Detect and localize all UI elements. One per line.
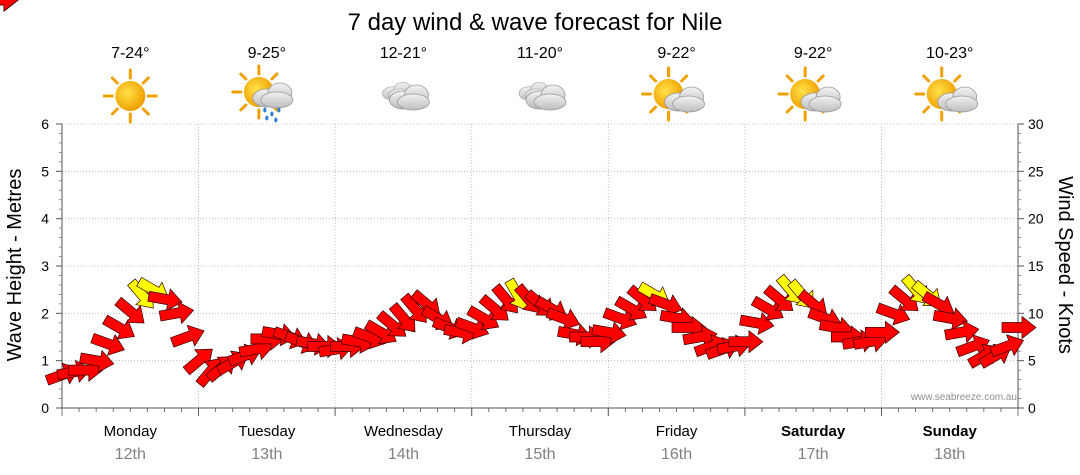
- temp-range: 12-21°: [380, 45, 427, 62]
- wind-arrow: [545, 307, 581, 331]
- temp-range: 7-24°: [111, 45, 149, 62]
- wind-arrows: [0, 0, 1037, 388]
- wind-arrow: [602, 307, 638, 331]
- rain-drop: [274, 117, 278, 123]
- wind-arrow: [466, 305, 500, 331]
- date-label: 12th: [115, 446, 146, 463]
- temp-range: 9-22°: [794, 45, 832, 62]
- day-label: Monday: [104, 423, 158, 440]
- wind-arrow: [454, 316, 490, 340]
- wind-arrow: [491, 283, 518, 314]
- right-axis-title: Wind Speed - Knots: [1054, 176, 1076, 354]
- left-tick-label: 0: [41, 400, 49, 416]
- temp-range: 11-20°: [517, 45, 563, 62]
- rain-drop: [265, 115, 269, 121]
- day-label: Saturday: [781, 423, 846, 440]
- wind-arrow: [114, 296, 145, 324]
- date-label: 17th: [798, 446, 829, 463]
- wind-arrow: [400, 292, 427, 323]
- sunny-icon: [102, 68, 158, 124]
- sun-cloud-rain-icon: [231, 64, 294, 123]
- day-headers: Monday 12th 7-24° Tuesday 13th 9-25° Wednesday…: [102, 45, 979, 463]
- temp-range: 9-25°: [248, 45, 286, 62]
- date-label: 18th: [934, 446, 965, 463]
- left-tick-label: 3: [41, 258, 49, 274]
- right-tick-label: 20: [1028, 211, 1044, 227]
- plot-frame: [56, 124, 1024, 416]
- right-tick-label: 0: [1028, 400, 1036, 416]
- wind-arrow: [865, 320, 900, 345]
- date-label: 13th: [251, 446, 282, 463]
- grid-lines: [62, 123, 1018, 408]
- left-tick-label: 6: [41, 116, 49, 132]
- wind-arrow: [750, 295, 784, 321]
- right-axis: 0 5 10 15 20 25 30: [1018, 116, 1044, 416]
- wind-arrow: [1001, 315, 1037, 340]
- date-label: 15th: [524, 446, 555, 463]
- right-tick-label: 15: [1028, 258, 1044, 274]
- cloudy-icon: [382, 81, 430, 111]
- right-tick-label: 25: [1028, 163, 1044, 179]
- wind-arrow: [728, 329, 764, 354]
- temp-range: 9-22°: [657, 45, 695, 62]
- wind-arrow: [478, 293, 509, 321]
- cloudy-icon: [518, 81, 567, 111]
- right-tick-label: 10: [1028, 305, 1044, 321]
- wind-arrow: [158, 301, 195, 325]
- left-axis-title: Wave Height - Metres: [4, 169, 26, 362]
- sun-shape: [102, 68, 158, 124]
- date-label: 14th: [388, 446, 419, 463]
- rain-drop: [263, 107, 267, 113]
- wind-arrow: [363, 319, 397, 345]
- left-tick-label: 2: [41, 305, 49, 321]
- left-tick-label: 4: [41, 211, 49, 227]
- day-label: Tuesday: [238, 423, 295, 440]
- partly-cloudy-icon: [914, 66, 979, 122]
- partly-cloudy-icon: [777, 66, 842, 122]
- day-label: Wednesday: [364, 423, 443, 440]
- wind-arrow: [79, 349, 115, 373]
- wind-arrow: [102, 314, 135, 340]
- left-tick-label: 5: [41, 163, 49, 179]
- day-label: Friday: [656, 423, 698, 440]
- rain-drop: [270, 111, 274, 117]
- wind-arrow: [0, 0, 19, 12]
- wind-arrow: [147, 288, 183, 312]
- right-tick-label: 30: [1028, 116, 1044, 132]
- day-label: Sunday: [923, 423, 978, 440]
- wind-arrow: [932, 307, 968, 331]
- credit-text: www.seabreeze.com.au: [910, 392, 1017, 403]
- wind-arrow: [888, 284, 919, 312]
- chart-title: 7 day wind & wave forecast for Nile: [348, 9, 723, 36]
- wind-arrow: [376, 310, 407, 337]
- date-label: 16th: [661, 446, 692, 463]
- day-label: Thursday: [509, 423, 572, 440]
- rain-drop: [277, 107, 281, 113]
- left-tick-label: 1: [41, 353, 49, 369]
- wind-arrow: [739, 311, 775, 335]
- wind-arrow: [989, 334, 1025, 358]
- partly-cloudy-icon: [641, 66, 705, 122]
- wind-arrow: [591, 321, 627, 345]
- wind-arrow: [614, 295, 648, 321]
- temp-range: 10-23°: [926, 45, 973, 62]
- right-tick-label: 5: [1028, 353, 1036, 369]
- wind-arrow: [763, 284, 794, 312]
- wind-arrow: [182, 348, 213, 376]
- wind-arrow: [170, 324, 205, 348]
- wind-arrow: [90, 332, 125, 356]
